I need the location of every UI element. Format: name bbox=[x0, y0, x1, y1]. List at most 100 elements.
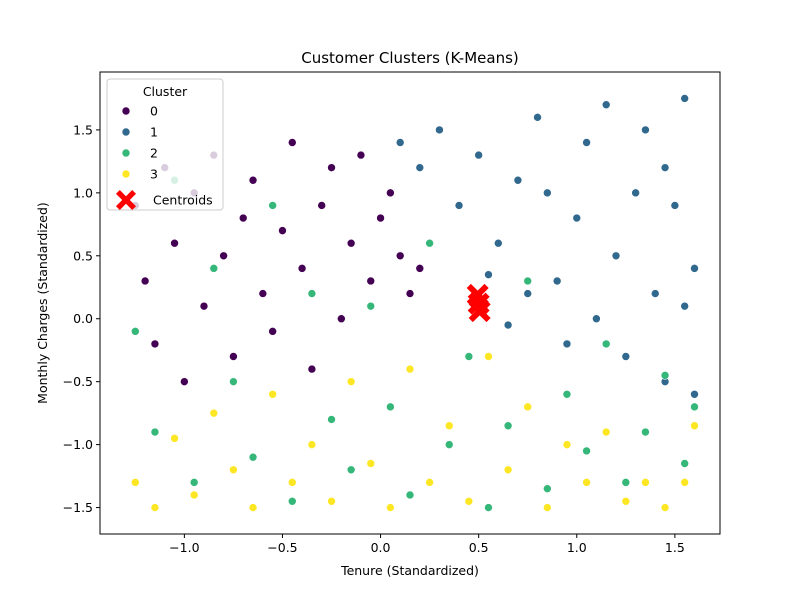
data-point-cluster-3 bbox=[484, 352, 493, 361]
legend-label: 2 bbox=[150, 146, 158, 161]
data-point-cluster-2 bbox=[621, 478, 631, 487]
data-point-cluster-2 bbox=[503, 421, 513, 431]
data-point-cluster-1 bbox=[484, 270, 493, 279]
y-tick-label: 1.5 bbox=[73, 122, 93, 137]
centroid-marker bbox=[468, 300, 491, 323]
centroid-layer bbox=[466, 283, 491, 323]
data-point-cluster-1 bbox=[690, 389, 699, 399]
data-point-cluster-2 bbox=[582, 446, 591, 456]
data-point-cluster-2 bbox=[543, 484, 552, 493]
data-point-cluster-1 bbox=[680, 301, 689, 311]
x-tick-label: 1.5 bbox=[665, 540, 685, 555]
data-point-cluster-2 bbox=[209, 264, 219, 273]
data-point-cluster-0 bbox=[180, 377, 189, 386]
data-point-cluster-2 bbox=[327, 415, 336, 424]
data-point-cluster-2 bbox=[346, 465, 356, 475]
data-point-cluster-2 bbox=[150, 427, 160, 437]
data-point-cluster-0 bbox=[337, 314, 346, 324]
data-point-cluster-0 bbox=[395, 251, 405, 261]
data-point-cluster-2 bbox=[641, 427, 650, 437]
data-point-cluster-2 bbox=[131, 327, 140, 336]
data-point-cluster-1 bbox=[670, 201, 680, 210]
y-tick-label: −0.5 bbox=[63, 374, 93, 389]
data-point-cluster-3 bbox=[601, 427, 611, 437]
data-point-cluster-3 bbox=[150, 503, 160, 512]
data-point-cluster-3 bbox=[641, 478, 650, 487]
data-point-cluster-0 bbox=[229, 352, 238, 361]
data-point-cluster-1 bbox=[523, 289, 533, 298]
y-tick-label: −1.0 bbox=[63, 437, 93, 452]
data-point-cluster-3 bbox=[209, 408, 219, 418]
y-tick-label: −1.5 bbox=[63, 500, 93, 515]
data-point-cluster-0 bbox=[170, 238, 179, 248]
legend: Cluster 0 1 2 3 Centroids bbox=[106, 78, 224, 211]
data-point-cluster-3 bbox=[660, 503, 670, 512]
legend-label: Centroids bbox=[153, 193, 213, 208]
legend-marker-centroids bbox=[116, 190, 136, 210]
data-point-cluster-1 bbox=[503, 320, 513, 330]
data-point-cluster-0 bbox=[199, 301, 209, 311]
legend-marker-cluster-0 bbox=[121, 106, 131, 116]
data-point-cluster-3 bbox=[621, 496, 631, 506]
y-axis-label: Monthly Charges (Standardized) bbox=[35, 202, 50, 404]
legend-marker-cluster-3 bbox=[121, 169, 131, 179]
data-point-cluster-2 bbox=[189, 478, 199, 487]
data-point-cluster-1 bbox=[474, 150, 483, 160]
data-point-cluster-3 bbox=[543, 503, 552, 512]
data-point-cluster-1 bbox=[631, 188, 640, 198]
legend-label: 0 bbox=[150, 104, 158, 119]
data-point-cluster-0 bbox=[346, 238, 356, 248]
data-point-cluster-0 bbox=[317, 201, 327, 210]
data-point-cluster-3 bbox=[680, 478, 689, 487]
data-point-cluster-1 bbox=[621, 352, 631, 361]
y-axis-ticks: −1.5 −1.0 −0.5 0.0 0.5 1.0 1.5 bbox=[63, 122, 100, 515]
points-layer bbox=[131, 94, 699, 512]
data-point-cluster-2 bbox=[405, 490, 415, 500]
data-point-cluster-3 bbox=[248, 503, 258, 512]
data-point-cluster-2 bbox=[229, 377, 238, 386]
data-point-cluster-3 bbox=[562, 440, 572, 449]
data-point-cluster-3 bbox=[386, 503, 395, 512]
data-point-cluster-2 bbox=[366, 301, 376, 311]
data-point-cluster-1 bbox=[611, 251, 621, 261]
data-point-cluster-0 bbox=[150, 339, 160, 349]
data-point-cluster-2 bbox=[484, 503, 493, 512]
data-point-cluster-3 bbox=[346, 377, 356, 386]
x-tick-label: 0.5 bbox=[469, 540, 489, 555]
data-point-cluster-1 bbox=[582, 138, 591, 147]
data-point-cluster-0 bbox=[327, 163, 336, 172]
data-point-cluster-1 bbox=[435, 125, 444, 135]
data-point-cluster-0 bbox=[287, 138, 297, 147]
data-point-cluster-0 bbox=[356, 150, 366, 160]
x-axis-label: Tenure (Standardized) bbox=[340, 563, 479, 578]
data-point-cluster-1 bbox=[660, 163, 670, 172]
data-point-cluster-1 bbox=[513, 175, 523, 185]
legend-title: Cluster bbox=[143, 84, 188, 99]
data-point-cluster-2 bbox=[523, 276, 533, 286]
data-point-cluster-3 bbox=[170, 434, 179, 443]
x-tick-label: −1.0 bbox=[169, 540, 199, 555]
data-point-cluster-1 bbox=[592, 314, 601, 324]
data-point-cluster-0 bbox=[415, 264, 425, 273]
data-point-cluster-0 bbox=[297, 264, 307, 273]
data-point-cluster-3 bbox=[327, 496, 336, 506]
plot-frame bbox=[99, 71, 721, 535]
x-tick-label: 1.0 bbox=[567, 540, 587, 555]
x-tick-label: 0.0 bbox=[371, 540, 391, 555]
data-point-cluster-1 bbox=[650, 289, 660, 298]
data-point-cluster-2 bbox=[248, 452, 258, 462]
data-point-cluster-1 bbox=[533, 113, 542, 122]
data-point-cluster-2 bbox=[425, 238, 434, 248]
data-point-cluster-1 bbox=[493, 238, 503, 248]
data-point-cluster-3 bbox=[690, 421, 699, 431]
y-tick-label: 1.0 bbox=[73, 185, 93, 200]
x-tick-label: −0.5 bbox=[267, 540, 297, 555]
data-point-cluster-0 bbox=[238, 213, 248, 223]
data-point-cluster-3 bbox=[464, 496, 474, 506]
data-point-cluster-2 bbox=[562, 389, 572, 399]
data-point-cluster-0 bbox=[268, 327, 277, 336]
data-point-cluster-0 bbox=[258, 289, 268, 298]
data-point-cluster-3 bbox=[425, 478, 434, 487]
legend-label: 3 bbox=[150, 167, 158, 182]
